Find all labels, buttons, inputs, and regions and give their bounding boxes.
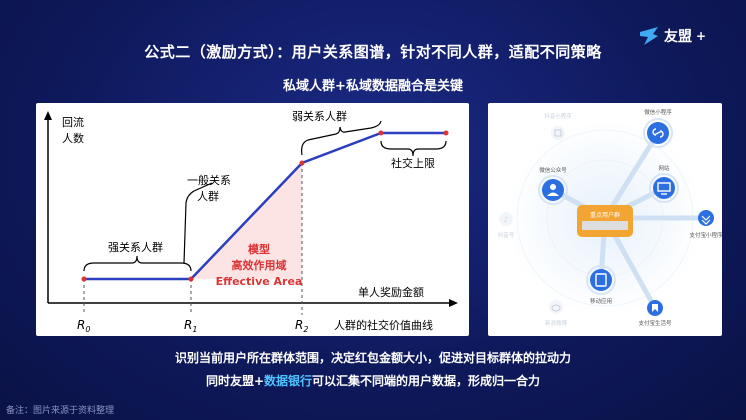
grid-icon <box>554 129 562 137</box>
node-label: 抖音号 <box>498 231 515 239</box>
label-general-line1: 一般关系 <box>187 173 231 187</box>
bookmark-icon <box>652 304 658 312</box>
label-weak: 弱关系人群 <box>292 109 347 123</box>
footnote: 备注：图片来源于资料整理 <box>6 406 115 416</box>
node-label: 支付宝小程序 <box>689 231 722 239</box>
logo-plus: + <box>696 29 707 43</box>
node-label: 微信公众号 <box>539 166 567 174</box>
node-alipay-miniprogram: 支付宝小程序 <box>689 210 723 239</box>
node-label: 网站 <box>658 164 670 172</box>
label-general-line2: 人群 <box>197 189 219 203</box>
curve-point <box>443 130 449 136</box>
brace-general <box>183 182 213 264</box>
caption-line1: 识别当前用户所在群体范围，决定红包金额大小，促进对目标群体的拉动力 <box>174 351 571 365</box>
node-website: 网站 <box>649 164 679 203</box>
caption-line2-suffix: 可以汇集不同端的用户数据，形成归一合力 <box>312 374 541 388</box>
node-label: 移动应用 <box>590 297 612 305</box>
model-label-line1: 模型 <box>248 242 270 256</box>
tiktok-icon: ♪ <box>504 216 508 224</box>
node-label: 新浪微博 <box>545 319 568 327</box>
center-node-bar <box>582 221 628 230</box>
x-axis-label: 单人奖励金额 <box>358 285 424 299</box>
y-axis-label-line1: 回流 <box>62 115 84 129</box>
caption-highlight-data-bank: 数据银行 <box>264 374 313 388</box>
relation-curve-panel: 回流 人数 强关系人群 一般关系 人群 弱关系人群 社交上限 模型 高效作用域 … <box>36 103 469 336</box>
node-mobile-app: 移动应用 <box>586 265 616 305</box>
model-label-line3: Effective Area <box>216 275 303 288</box>
y-axis-label-line2: 人数 <box>62 132 84 145</box>
node-label: 支付宝生活号 <box>638 319 672 327</box>
center-node-label: 重点用户群 <box>590 211 620 219</box>
user-network-panel: 重点用户群 微信小程序 网站 支付宝小程序 支付宝生活号 <box>488 103 723 336</box>
node-wechat-miniprogram: 微信小程序 <box>643 108 673 148</box>
curve-point <box>188 276 194 282</box>
y-axis-arrow <box>44 111 52 120</box>
brace-cap <box>380 140 447 157</box>
link-icon <box>652 128 664 138</box>
node-alipay-life: 支付宝生活号 <box>638 300 672 327</box>
tick-r0: R0 <box>77 318 90 334</box>
tick-r2: R2 <box>295 318 308 334</box>
umeng-logo-icon <box>640 27 658 45</box>
slide-title: 公式二（激励方式）：用户关系图谱，针对不同人群，适配不同策略 <box>144 43 602 61</box>
curve-caption: 人群的社交价值曲线 <box>334 318 433 332</box>
label-social-cap: 社交上限 <box>391 156 435 170</box>
user-network-diagram: 重点用户群 微信小程序 网站 支付宝小程序 支付宝生活号 <box>498 108 723 327</box>
slide-subtitle: 私域人群+私域数据融合是关键 <box>283 79 463 94</box>
x-axis-arrow <box>449 299 458 307</box>
node-douyin: ♪ 抖音号 <box>498 212 515 239</box>
umeng-logo: 友盟 + <box>638 26 706 46</box>
brace-weak <box>301 120 382 156</box>
brace-strong <box>83 255 192 272</box>
curve-point <box>299 160 305 166</box>
logo-text: 友盟 <box>664 29 692 45</box>
relation-curve-chart: 回流 人数 强关系人群 一般关系 人群 弱关系人群 社交上限 模型 高效作用域 … <box>44 109 458 334</box>
tick-r1: R1 <box>184 318 197 334</box>
node-label: 抖音小程序 <box>544 112 572 120</box>
node-weibo: 新浪微博 <box>545 300 568 327</box>
node-label: 微信小程序 <box>644 108 672 116</box>
label-strong: 强关系人群 <box>108 240 163 254</box>
caption-line2: 同时友盟+数据银行可以汇集不同端的用户数据，形成归一合力 <box>0 372 746 389</box>
model-label-line2: 高效作用域 <box>232 258 287 272</box>
caption-line2-prefix: 同时友盟+ <box>205 374 265 388</box>
curve-point <box>81 276 87 282</box>
node-douyin-miniprogram: 抖音小程序 <box>544 112 572 140</box>
alipay-icon <box>701 215 711 225</box>
user-icon <box>550 184 556 190</box>
connector <box>602 130 661 221</box>
tablet-icon <box>595 273 607 287</box>
weibo-icon <box>551 304 561 312</box>
curve-point <box>378 130 384 136</box>
monitor-icon <box>657 182 671 192</box>
node-wechat-official: 微信公众号 <box>538 166 568 205</box>
